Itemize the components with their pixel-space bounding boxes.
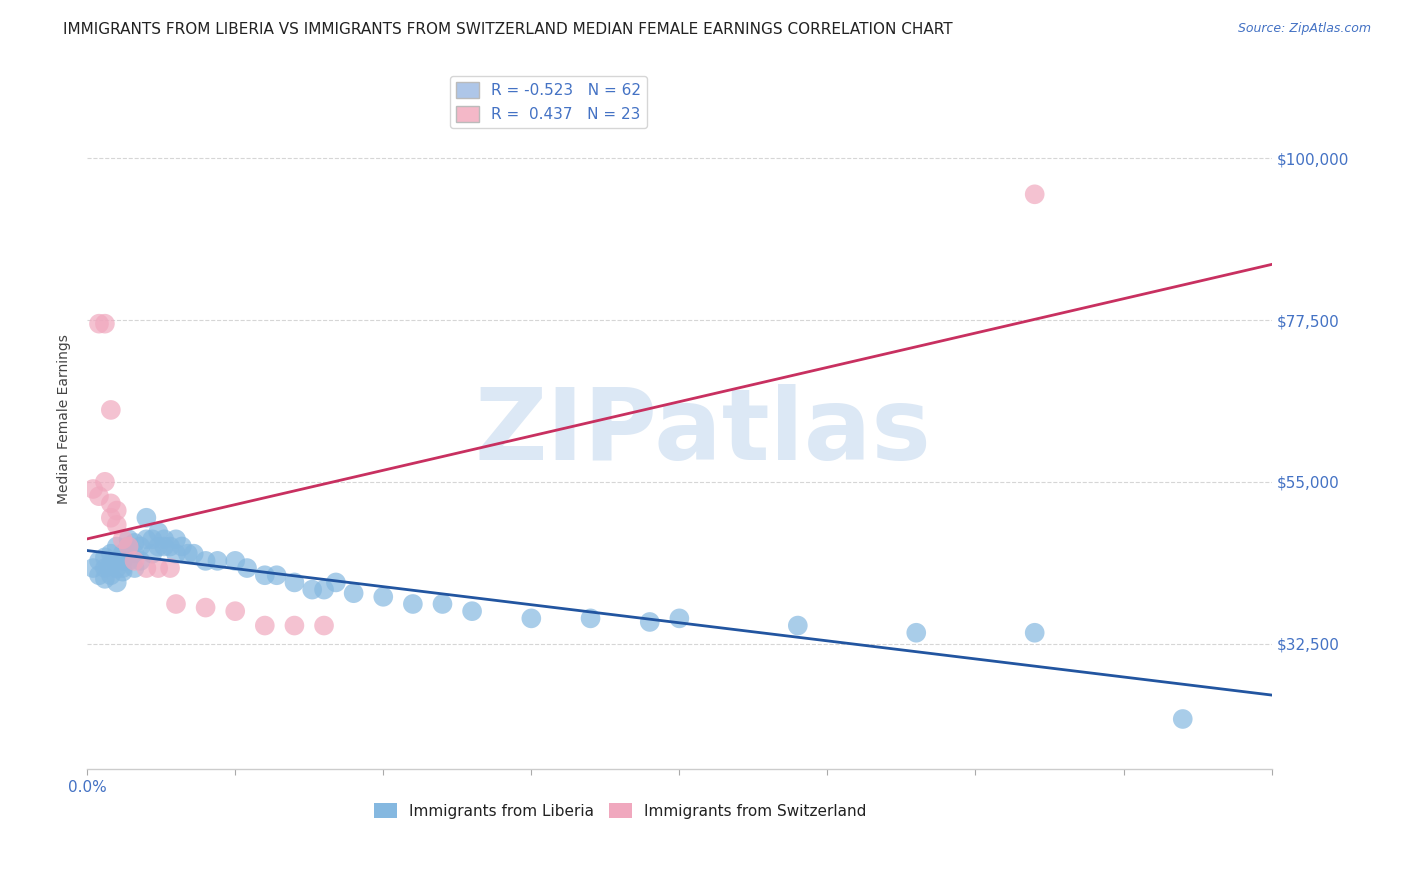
Point: [135, 561, 157, 575]
Point: [183, 547, 205, 561]
Point: [82, 561, 104, 575]
Point: [87, 317, 110, 331]
Point: [105, 554, 128, 568]
Point: [141, 547, 163, 561]
Point: [105, 540, 128, 554]
Point: [165, 547, 187, 561]
Point: [153, 533, 176, 547]
Point: [82, 482, 104, 496]
Point: [111, 554, 134, 568]
Legend: Immigrants from Liberia, Immigrants from Switzerland: Immigrants from Liberia, Immigrants from…: [367, 797, 873, 825]
Point: [124, 561, 146, 575]
Point: [135, 533, 157, 547]
Point: [373, 590, 395, 604]
Point: [638, 615, 661, 629]
Point: [312, 618, 335, 632]
Y-axis label: Median Female Earnings: Median Female Earnings: [58, 334, 72, 504]
Point: [94, 550, 117, 565]
Point: [194, 554, 217, 568]
Point: [94, 561, 117, 575]
Point: [165, 533, 187, 547]
Point: [668, 611, 690, 625]
Text: Source: ZipAtlas.com: Source: ZipAtlas.com: [1237, 22, 1371, 36]
Point: [301, 582, 323, 597]
Point: [159, 561, 181, 575]
Point: [117, 540, 139, 554]
Point: [111, 533, 134, 547]
Point: [236, 561, 259, 575]
Point: [129, 540, 152, 554]
Point: [148, 540, 170, 554]
Point: [94, 475, 117, 489]
Point: [224, 554, 246, 568]
Point: [105, 575, 128, 590]
Point: [159, 540, 181, 554]
Point: [153, 540, 176, 554]
Point: [343, 586, 366, 600]
Text: IMMIGRANTS FROM LIBERIA VS IMMIGRANTS FROM SWITZERLAND MEDIAN FEMALE EARNINGS CO: IMMIGRANTS FROM LIBERIA VS IMMIGRANTS FR…: [63, 22, 953, 37]
Point: [579, 611, 602, 625]
Point: [135, 510, 157, 524]
Point: [266, 568, 288, 582]
Point: [94, 317, 117, 331]
Point: [87, 568, 110, 582]
Point: [1171, 712, 1194, 726]
Point: [117, 533, 139, 547]
Point: [253, 568, 276, 582]
Point: [100, 496, 122, 510]
Point: [1024, 625, 1046, 640]
Point: [100, 547, 122, 561]
Point: [325, 575, 347, 590]
Point: [111, 561, 134, 575]
Point: [129, 554, 152, 568]
Point: [194, 600, 217, 615]
Point: [786, 618, 808, 632]
Point: [124, 554, 146, 568]
Point: [177, 547, 200, 561]
Point: [170, 540, 193, 554]
Point: [111, 547, 134, 561]
Point: [461, 604, 484, 618]
Point: [124, 547, 146, 561]
Point: [141, 533, 163, 547]
Point: [87, 554, 110, 568]
Point: [124, 536, 146, 550]
Point: [1024, 187, 1046, 202]
Text: ZIPatlas: ZIPatlas: [475, 384, 932, 482]
Point: [105, 517, 128, 532]
Point: [111, 565, 134, 579]
Point: [165, 597, 187, 611]
Point: [87, 489, 110, 503]
Point: [117, 540, 139, 554]
Point: [105, 561, 128, 575]
Point: [402, 597, 425, 611]
Point: [94, 572, 117, 586]
Point: [312, 582, 335, 597]
Point: [100, 568, 122, 582]
Point: [283, 575, 305, 590]
Point: [100, 558, 122, 572]
Point: [117, 554, 139, 568]
Point: [100, 403, 122, 417]
Point: [105, 503, 128, 517]
Point: [253, 618, 276, 632]
Point: [148, 561, 170, 575]
Point: [207, 554, 229, 568]
Point: [224, 604, 246, 618]
Point: [283, 618, 305, 632]
Point: [905, 625, 928, 640]
Point: [148, 525, 170, 540]
Point: [432, 597, 454, 611]
Point: [520, 611, 543, 625]
Point: [100, 510, 122, 524]
